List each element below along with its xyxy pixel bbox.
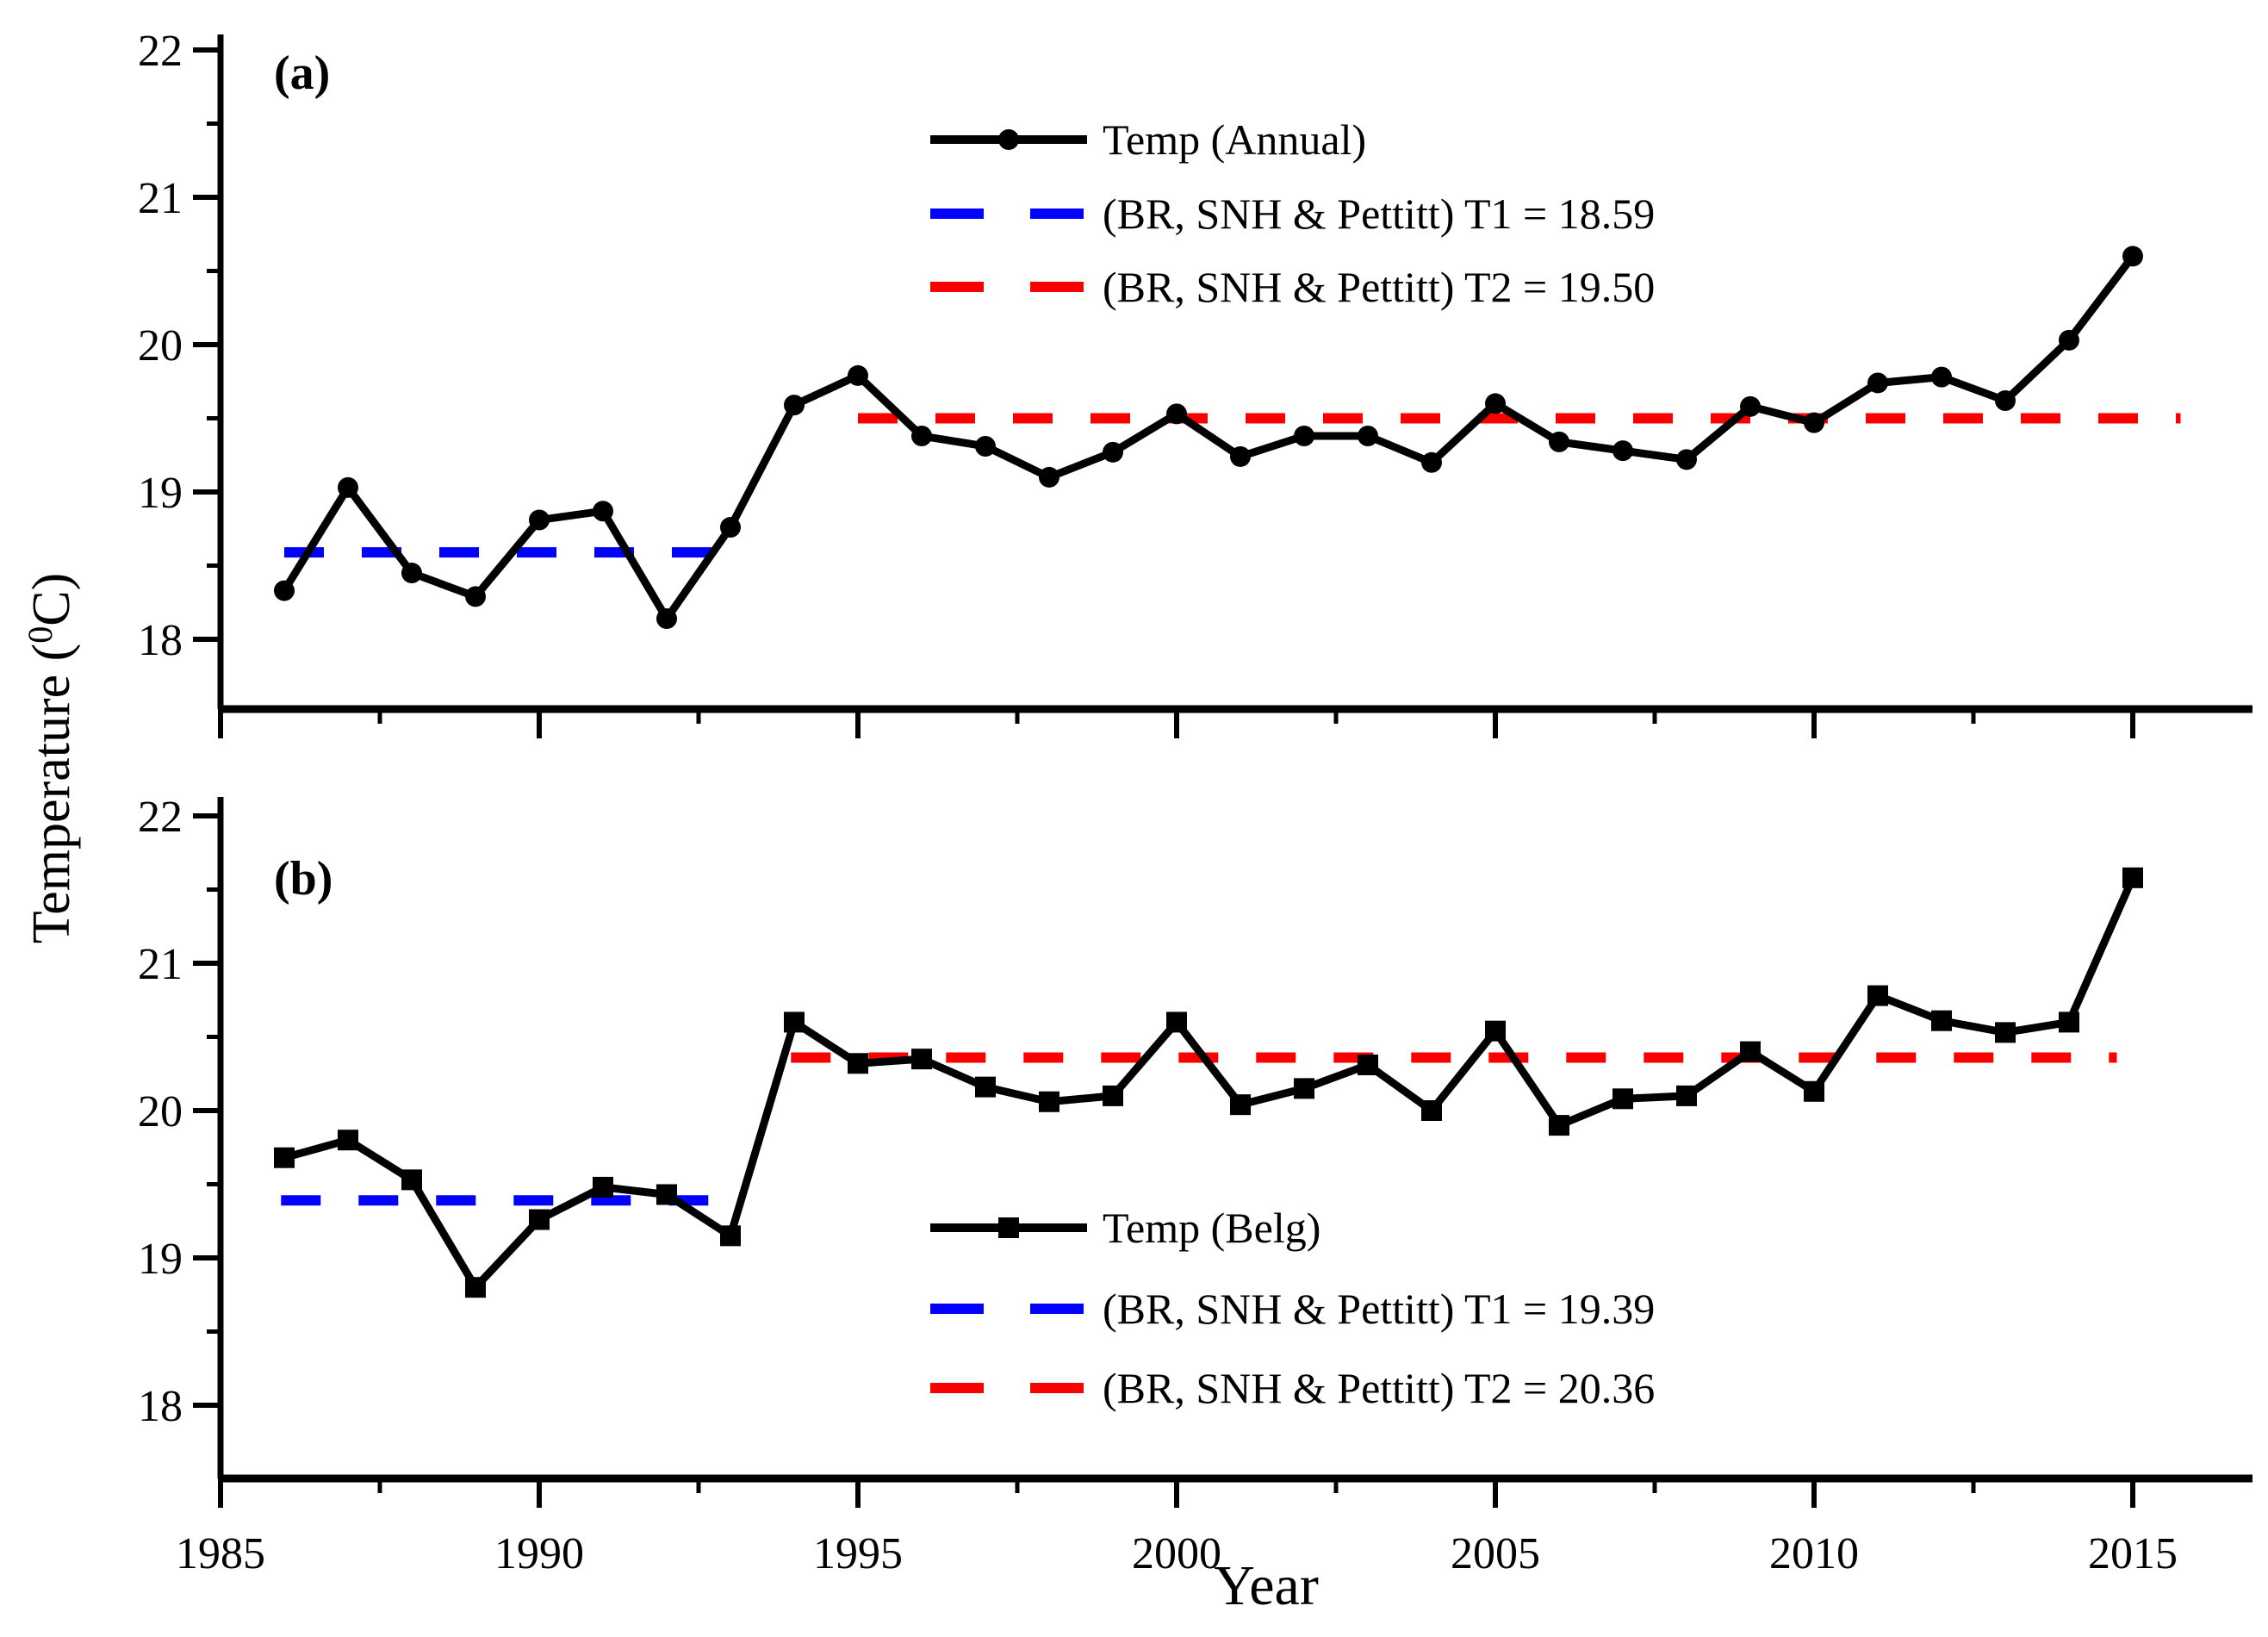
panel-a-data-point-marker [593, 501, 613, 522]
panel-b-data-point-marker [975, 1076, 996, 1098]
panel-a-y-tick-label: 21 [138, 174, 183, 223]
panel-a-data-point-marker [1230, 445, 1251, 467]
panel-b-data-point-marker [338, 1130, 358, 1151]
x-tick-label: 1985 [176, 1529, 265, 1578]
y-axis-title: Temperature (0C) [21, 573, 81, 944]
panel-a-data-point-marker [848, 364, 868, 386]
panel-b-y-tick-label: 20 [138, 1087, 183, 1136]
panel-b-data-point-marker [465, 1277, 486, 1298]
panel-a-y-tick-label: 22 [138, 27, 183, 76]
panel-b-data-point-marker [401, 1169, 422, 1191]
panel-a-data-point-marker [274, 580, 295, 601]
panel-a-data-point-marker [1103, 441, 1123, 463]
panel-b-data-point-marker [1294, 1078, 1314, 1099]
panel-b-data-point-marker [1358, 1054, 1378, 1075]
panel-a-data-point-marker [338, 476, 358, 498]
panel-b-data-point-marker [1740, 1041, 1761, 1062]
panel-a-y-tick-label: 20 [138, 321, 183, 370]
panel-b-data-point-marker [1931, 1010, 1952, 1031]
panel-a-data-point-marker [2122, 246, 2143, 267]
panel-a-data-point-marker [1485, 393, 1506, 414]
panel-b-y-tick-label: 22 [138, 793, 183, 842]
panel-a-y-tick-label: 18 [138, 616, 183, 665]
panel-a-data-point-marker [1740, 395, 1761, 417]
panel-b-data-point-marker [1549, 1115, 1569, 1136]
panel-b-data-point-marker [2059, 1011, 2079, 1033]
panel-b-data-point-marker [1166, 1011, 1187, 1033]
panel-a-data-point-marker [1166, 403, 1187, 425]
panel-a-y-tick-label: 19 [138, 469, 183, 518]
panel-a-data-point-marker [1294, 426, 1314, 447]
panel-b-data-point-marker [2122, 867, 2143, 888]
panel-b-data-point-marker [274, 1147, 295, 1168]
panel-b-data-point-marker [1995, 1022, 2016, 1043]
panel-b-legend-series-label: Temp (Belg) [1103, 1204, 1320, 1252]
panel-b-label: (b) [274, 852, 332, 906]
x-tick-label: 2000 [1132, 1529, 1221, 1578]
panel-a-legend-t1-label: (BR, SNH & Pettitt) T1 = 18.59 [1103, 190, 1655, 238]
panel-a-legend-t2-label: (BR, SNH & Pettitt) T2 = 19.50 [1103, 263, 1655, 311]
x-tick-label: 1990 [494, 1529, 584, 1578]
panel-a-legend-series-marker [998, 129, 1019, 150]
panel-a-data-point-marker [1358, 426, 1378, 447]
panel-a-series-line [281, 253, 2136, 626]
panel-a-legend-series-label: Temp (Annual) [1103, 115, 1366, 164]
panel-b-data-point-marker [593, 1176, 613, 1198]
panel-b-legend-series-marker [998, 1217, 1019, 1238]
panel-a-data-point-marker [720, 517, 741, 538]
panel-b-data-point-marker [1230, 1094, 1251, 1116]
panel-b-data-point-marker [720, 1225, 741, 1247]
panel-b-y-tick-label: 19 [138, 1235, 183, 1284]
panel-b-data-point-marker [1804, 1080, 1824, 1102]
panel-a-data-point-marker [465, 586, 486, 607]
panel-b-data-point-marker [848, 1053, 868, 1074]
panel-b-data-point-marker [784, 1011, 805, 1033]
panel-b-data-point-marker [911, 1049, 932, 1070]
panel-b-y-tick-label: 18 [138, 1382, 183, 1431]
panel-a-data-point-marker [1421, 451, 1442, 473]
panel-b-data-point-marker [529, 1209, 550, 1230]
panel-a-data-point-marker [1039, 466, 1059, 488]
panel-b-data-point-marker [1676, 1085, 1697, 1106]
panel-a-data-point-marker [1867, 372, 1888, 394]
panel-b-data-point-marker [1421, 1100, 1442, 1121]
panel-b-data-point-marker [1103, 1085, 1123, 1106]
x-axis-title: Year [1214, 1554, 1319, 1617]
panel-a-data-point-marker [1804, 412, 1824, 433]
panel-b-data-point-marker [1039, 1091, 1059, 1112]
panel-a-data-point-marker [1676, 449, 1697, 470]
panel-b-legend-t1-label: (BR, SNH & Pettitt) T1 = 19.39 [1103, 1285, 1655, 1333]
panel-a-label: (a) [274, 47, 330, 100]
panel-b-data-point-marker [656, 1184, 677, 1205]
panel-a-data-point-marker [1549, 431, 1569, 452]
panel-b-data-point-marker [1867, 985, 1888, 1006]
panel-b-series-line [283, 876, 2137, 1294]
panel-a-data-point-marker [1612, 440, 1633, 462]
panel-a-data-point-marker [1995, 389, 2016, 411]
panel-a-data-point-marker [784, 395, 805, 416]
panel-a-data-point-marker [2059, 329, 2079, 351]
panel-b-y-tick-label: 21 [138, 940, 183, 989]
panel-a-data-point-marker [1931, 366, 1952, 388]
panel-b-data-point-marker [1485, 1020, 1506, 1042]
panel-a-data-point-marker [656, 608, 677, 630]
x-tick-label: 2010 [1769, 1529, 1859, 1578]
panel-b-legend-t2-label: (BR, SNH & Pettitt) T2 = 20.36 [1103, 1364, 1655, 1412]
x-tick-label: 2015 [2088, 1529, 2178, 1578]
x-tick-label: 1995 [813, 1529, 903, 1578]
panel-a-data-point-marker [975, 435, 996, 457]
panel-a-data-point-marker [401, 563, 422, 584]
x-tick-label: 2005 [1451, 1529, 1540, 1578]
panel-a-data-point-marker [529, 509, 550, 531]
panel-a-data-point-marker [911, 426, 932, 447]
panel-b-data-point-marker [1612, 1088, 1633, 1110]
